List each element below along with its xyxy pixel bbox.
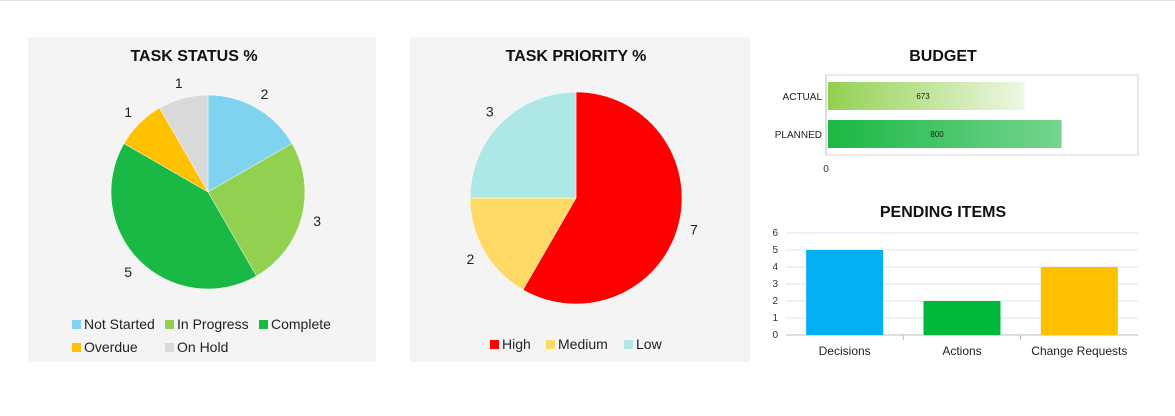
pie-slice-not-started xyxy=(207,94,293,193)
legend-label-high: High xyxy=(502,336,531,352)
legend-swatch-high xyxy=(490,340,499,349)
top-divider xyxy=(0,0,1175,1)
data-label-on-hold: 1 xyxy=(175,75,183,91)
data-label-not-started: 2 xyxy=(261,86,269,102)
y-tick-label: 2 xyxy=(772,296,778,307)
data-label-overdue: 1 xyxy=(124,104,132,120)
legend-label-low: Low xyxy=(636,336,663,352)
y-tick-label: 4 xyxy=(772,262,778,273)
task-priority-panel: TASK PRIORITY % 7 2 3 High Medium Low xyxy=(410,37,750,362)
budget-category-actual: ACTUAL xyxy=(783,92,823,103)
legend-label-medium: Medium xyxy=(558,336,608,352)
legend-label-on-hold: On Hold xyxy=(177,339,228,355)
x-category-label: Change Requests xyxy=(1031,344,1127,358)
task-status-panel: TASK STATUS % 2 3 5 1 1 Not Started In Progre… xyxy=(28,37,376,362)
data-label-low: 3 xyxy=(486,104,494,120)
bar-change-requests xyxy=(1040,267,1118,335)
pie-slice-low xyxy=(469,91,577,199)
legend-swatch-not-started xyxy=(72,320,81,329)
pie-slice-in-progress xyxy=(207,143,306,277)
pending-title: PENDING ITEMS xyxy=(880,204,1007,221)
budget-value-actual: 673 xyxy=(916,92,930,101)
budget-pending-panel: BUDGET ACTUAL 673 PLANNED 800 0 PENDING ITEM… xyxy=(760,37,1150,362)
legend-swatch-medium xyxy=(546,340,555,349)
budget-x-tick: 0 xyxy=(823,164,829,175)
budget-title: BUDGET xyxy=(909,48,977,65)
budget-bar-planned xyxy=(828,120,1062,148)
chart-title: TASK PRIORITY % xyxy=(506,48,647,65)
data-label-complete: 5 xyxy=(124,264,132,280)
bar-decisions xyxy=(806,250,884,335)
bar-actions xyxy=(923,301,1001,335)
data-label-medium: 2 xyxy=(466,251,474,267)
y-tick-label: 3 xyxy=(772,279,778,290)
legend-label-not-started: Not Started xyxy=(84,316,155,332)
pie-slice-on-hold xyxy=(159,94,209,193)
task-status-chart: TASK STATUS % 2 3 5 1 1 Not Started In Progre… xyxy=(72,48,331,355)
data-label-high: 7 xyxy=(690,222,698,238)
budget-bar-actual xyxy=(828,82,1025,110)
budget-pending-charts: BUDGET ACTUAL 673 PLANNED 800 0 PENDING ITEM… xyxy=(772,48,1139,358)
chart-title: TASK STATUS % xyxy=(130,48,257,65)
pie-slice-high xyxy=(522,91,683,305)
y-tick-label: 0 xyxy=(772,330,778,341)
task-priority-chart: TASK PRIORITY % 7 2 3 High Medium Low xyxy=(466,48,698,352)
budget-category-planned: PLANNED xyxy=(775,130,822,141)
legend-swatch-in-progress xyxy=(165,320,174,329)
legend-swatch-overdue xyxy=(72,343,81,352)
legend-swatch-low xyxy=(624,340,633,349)
y-tick-label: 6 xyxy=(772,228,778,239)
x-category-label: Decisions xyxy=(819,344,871,358)
legend-label-complete: Complete xyxy=(271,316,331,332)
x-category-label: Actions xyxy=(942,344,981,358)
y-tick-label: 1 xyxy=(772,313,778,324)
legend-label-overdue: Overdue xyxy=(84,339,138,355)
budget-value-planned: 800 xyxy=(930,130,944,139)
data-label-in-progress: 3 xyxy=(313,213,321,229)
legend-swatch-on-hold xyxy=(165,343,174,352)
y-tick-label: 5 xyxy=(772,245,778,256)
legend-swatch-complete xyxy=(259,320,268,329)
legend-label-in-progress: In Progress xyxy=(177,316,249,332)
pie-slice-complete xyxy=(110,143,257,290)
pie-slice-medium xyxy=(469,197,577,291)
